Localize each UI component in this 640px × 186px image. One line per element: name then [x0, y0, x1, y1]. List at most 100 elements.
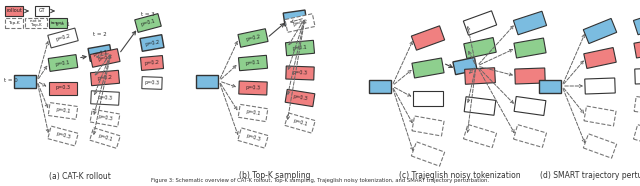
Bar: [135, 14, 161, 32]
Bar: [237, 128, 268, 148]
Text: t = 1: t = 1: [56, 23, 70, 28]
Text: p=0.2: p=0.2: [97, 54, 113, 62]
Text: target: target: [51, 21, 65, 25]
Text: p=0.2: p=0.2: [292, 19, 308, 27]
Text: p=0.1: p=0.1: [245, 109, 260, 117]
Bar: [635, 68, 640, 84]
Bar: [14, 75, 36, 87]
Bar: [49, 18, 67, 28]
Text: p=0.3: p=0.3: [97, 114, 113, 122]
Bar: [238, 104, 268, 122]
Text: (c) Trajeglish noisy tokenization: (c) Trajeglish noisy tokenization: [399, 171, 521, 180]
Bar: [463, 11, 497, 35]
Text: p=0.3: p=0.3: [56, 86, 70, 91]
Bar: [584, 106, 616, 126]
Bar: [464, 38, 496, 58]
Bar: [91, 91, 119, 105]
Bar: [584, 48, 616, 68]
Text: p=0.2: p=0.2: [97, 75, 113, 81]
Text: p=0.1: p=0.1: [140, 19, 156, 27]
Text: p=0.1: p=0.1: [292, 45, 308, 51]
Bar: [196, 75, 218, 87]
Text: p=0.2: p=0.2: [144, 39, 160, 47]
Bar: [88, 45, 112, 61]
Text: p=0.3: p=0.3: [245, 134, 261, 142]
Text: not in
Top-K: not in Top-K: [30, 19, 42, 27]
Bar: [142, 77, 162, 89]
Text: p=0.2: p=0.2: [144, 60, 160, 66]
Bar: [513, 125, 547, 147]
Text: Figure 3: Schematic overview of CAT-K rollout, Top-K sampling, Trajeglish noisy : Figure 3: Schematic overview of CAT-K ro…: [151, 178, 489, 183]
Text: p=0.3: p=0.3: [292, 70, 308, 76]
Text: p=0.1: p=0.1: [245, 60, 260, 66]
Bar: [285, 14, 315, 32]
Text: p=0.3: p=0.3: [292, 94, 308, 102]
Text: (a) CAT-K rollout: (a) CAT-K rollout: [49, 171, 111, 180]
Bar: [48, 28, 78, 48]
Bar: [48, 55, 78, 71]
Bar: [285, 89, 315, 107]
Text: p=0.1: p=0.1: [55, 60, 71, 67]
Text: p=0.1: p=0.1: [55, 108, 71, 115]
Text: p=0.2: p=0.2: [245, 34, 261, 42]
Bar: [239, 55, 268, 71]
Bar: [48, 126, 78, 146]
Bar: [514, 38, 546, 58]
Bar: [465, 68, 495, 84]
Bar: [284, 10, 307, 26]
Bar: [634, 11, 640, 35]
Bar: [583, 134, 617, 158]
Bar: [5, 18, 23, 28]
Text: t = 0: t = 0: [4, 78, 18, 84]
Bar: [583, 18, 617, 44]
Bar: [515, 68, 545, 84]
Text: rollout: rollout: [6, 9, 22, 14]
Bar: [90, 49, 120, 67]
Text: p=0.3: p=0.3: [145, 80, 159, 86]
Text: p=0.1: p=0.1: [97, 133, 113, 143]
Bar: [412, 58, 444, 78]
Text: p=0.3: p=0.3: [97, 95, 113, 101]
Bar: [369, 79, 391, 92]
Text: GT: GT: [38, 9, 45, 14]
Text: t = 2: t = 2: [93, 31, 107, 36]
Bar: [412, 142, 445, 166]
Bar: [634, 125, 640, 147]
Bar: [412, 116, 444, 136]
Bar: [463, 124, 497, 147]
Text: p=0.2: p=0.2: [55, 34, 71, 42]
Text: p=0.1: p=0.1: [92, 49, 108, 57]
Text: p=0.1: p=0.1: [292, 118, 308, 127]
Bar: [90, 109, 120, 127]
Bar: [464, 97, 496, 115]
Bar: [514, 97, 546, 116]
Bar: [90, 70, 120, 86]
Text: (b) Top-K sampling: (b) Top-K sampling: [239, 171, 311, 180]
Bar: [49, 81, 77, 94]
Bar: [634, 38, 640, 58]
Bar: [239, 81, 268, 95]
Bar: [412, 26, 445, 50]
Bar: [539, 79, 561, 92]
Bar: [25, 18, 47, 28]
Text: Top-K: Top-K: [8, 21, 20, 25]
Text: (d) SMART trajectory perturbation: (d) SMART trajectory perturbation: [540, 171, 640, 180]
Bar: [513, 11, 547, 35]
Text: t = 3: t = 3: [141, 12, 155, 17]
Bar: [140, 56, 164, 70]
Bar: [413, 91, 443, 105]
Bar: [140, 35, 164, 51]
Bar: [35, 6, 49, 16]
Bar: [5, 6, 23, 16]
Bar: [585, 78, 615, 94]
Bar: [285, 40, 314, 56]
Bar: [286, 66, 314, 80]
Bar: [90, 128, 120, 148]
Text: p=0.3: p=0.3: [55, 132, 71, 140]
Bar: [453, 57, 477, 75]
Bar: [48, 103, 78, 119]
Bar: [634, 97, 640, 116]
Bar: [238, 29, 268, 47]
Bar: [285, 113, 316, 133]
Text: p=0.3: p=0.3: [245, 85, 260, 91]
